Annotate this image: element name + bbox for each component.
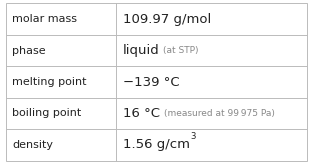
Text: density: density — [12, 140, 53, 150]
Text: 109.97 g/mol: 109.97 g/mol — [123, 12, 211, 26]
Text: (measured at 99 975 Pa): (measured at 99 975 Pa) — [164, 109, 275, 118]
Text: boiling point: boiling point — [12, 109, 81, 118]
Text: liquid: liquid — [123, 44, 160, 57]
Text: 1.56 g/cm: 1.56 g/cm — [123, 138, 190, 152]
Text: −139 °C: −139 °C — [123, 75, 179, 89]
Text: 16 °C: 16 °C — [123, 107, 160, 120]
Text: 3: 3 — [190, 132, 196, 141]
Text: phase: phase — [12, 46, 45, 55]
Text: melting point: melting point — [12, 77, 86, 87]
Text: (at STP): (at STP) — [163, 46, 199, 55]
Text: molar mass: molar mass — [12, 14, 77, 24]
